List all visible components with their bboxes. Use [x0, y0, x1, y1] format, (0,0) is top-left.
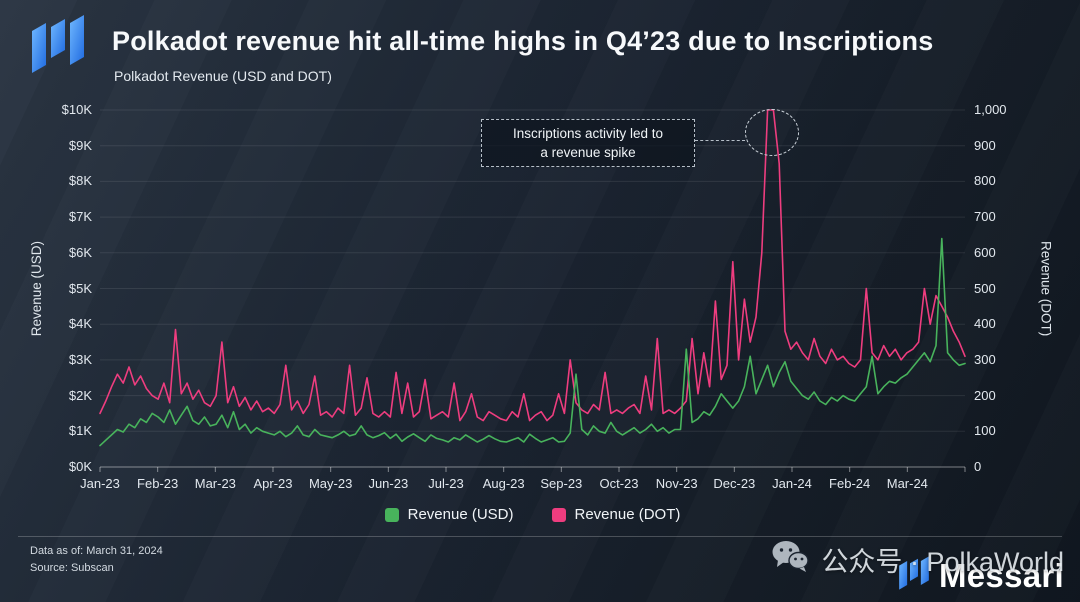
legend-item: Revenue (USD)	[384, 506, 514, 523]
y-axis-left-tick: $8K	[68, 173, 92, 189]
x-axis-tick: Aug-23	[482, 476, 525, 491]
wechat-icon	[771, 539, 810, 580]
annotation-callout: Inscriptions activity led to a revenue s…	[481, 119, 695, 167]
y-axis-right-tick: 900	[974, 137, 996, 153]
y-axis-left-tick: $9K	[68, 137, 92, 153]
y-axis-left-tick: $2K	[68, 387, 92, 403]
x-axis-tick: Oct-23	[599, 476, 639, 491]
page-title: Polkadot revenue hit all-time highs in Q…	[112, 26, 934, 56]
annotation-connector	[695, 140, 745, 141]
x-axis-tick: Mar-24	[886, 476, 928, 491]
x-axis-tick: Jun-23	[368, 476, 409, 491]
x-axis-tick: Dec-23	[713, 476, 756, 491]
y-axis-right-tick: 0	[974, 459, 982, 474]
y-axis-right-tick: 300	[974, 351, 996, 367]
y-axis-left-tick: $3K	[68, 351, 92, 367]
legend-label: Revenue (USD)	[407, 506, 514, 523]
y-axis-right-tick: 600	[974, 244, 996, 260]
y-axis-left-tick: $0K	[68, 459, 92, 474]
x-axis-tick: May-23	[308, 476, 353, 491]
y-axis-right-tick: 800	[974, 173, 996, 189]
x-axis-tick: Nov-23	[655, 476, 698, 491]
messari-logo-small-icon	[898, 556, 930, 595]
y-axis-left-tick: $10K	[61, 102, 92, 117]
x-axis: Jan-23 Feb-23 Mar-23 Apr-23 May-23 Jun-23 Jul-…	[80, 476, 965, 494]
chart-subtitle: Polkadot Revenue (USD and DOT)	[114, 68, 332, 84]
legend-item: Revenue (DOT)	[551, 506, 681, 523]
legend: Revenue (USD) Revenue (DOT)	[100, 506, 965, 523]
messari-logo-icon	[30, 15, 86, 78]
x-axis-tick: Jul-23	[428, 476, 464, 491]
y-axis-right-tick: 100	[974, 423, 996, 439]
y-axis-right-tick: 500	[974, 280, 996, 296]
y-axis-left-tick: $4K	[68, 316, 92, 332]
x-axis-tick: Sep-23	[540, 476, 583, 491]
footer-meta: Data as of: March 31, 2024 Source: Subsc…	[30, 543, 163, 577]
x-axis-tick: Feb-23	[137, 476, 179, 491]
x-axis-tick: Jan-23	[80, 476, 120, 491]
data-as-of-label: Data as of: March 31, 2024	[30, 545, 163, 557]
y-axis-left-tick: $7K	[68, 209, 92, 225]
watermark-text: 公众号 · PolkaWorld	[821, 547, 1064, 577]
y-axis-right: 0 100 200 300 400 500 600 700 800 900 1,000	[974, 102, 1046, 474]
y-axis-left-tick: $5K	[68, 280, 92, 296]
y-axis-left: $0K $1K $2K $3K $4K $5K $6K $7K $8K $9K $10K	[0, 102, 92, 474]
annotation-ellipse	[745, 109, 799, 156]
x-axis-tick: Mar-23	[194, 476, 236, 491]
y-axis-left-tick: $1K	[68, 423, 92, 439]
messari-wordmark: Messari	[898, 556, 1064, 595]
brand-name: Messari	[938, 556, 1064, 594]
legend-label: Revenue (DOT)	[574, 506, 681, 523]
annotation-text-line1: Inscriptions activity led to	[512, 126, 664, 141]
watermark: 公众号 · PolkaWorld	[771, 539, 1064, 580]
x-axis-tick: Feb-24	[829, 476, 871, 491]
y-axis-right-title: Revenue (DOT)	[1038, 240, 1054, 337]
y-axis-right-tick: 200	[974, 387, 996, 403]
x-axis-tick: Jan-24	[772, 476, 812, 491]
y-axis-right-tick: 700	[974, 209, 996, 225]
y-axis-right-tick: 400	[974, 316, 996, 332]
y-axis-left-tick: $6K	[68, 244, 92, 260]
footer-divider	[18, 536, 1062, 537]
x-axis-tick: Apr-23	[253, 476, 293, 491]
legend-swatch	[551, 507, 566, 522]
annotation-text-line2: a revenue spike	[540, 145, 636, 160]
y-axis-right-tick: 1,000	[974, 102, 1007, 117]
source-label: Source: Subscan	[30, 562, 114, 574]
legend-swatch	[384, 507, 399, 522]
